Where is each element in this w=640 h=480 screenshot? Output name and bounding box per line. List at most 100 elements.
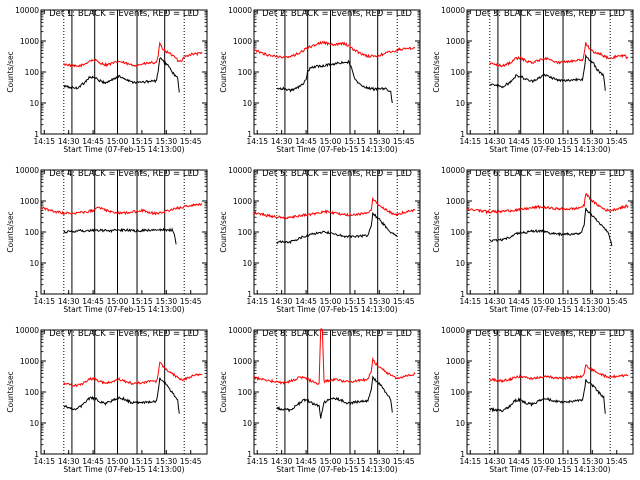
y-tick-label: 1 [247, 130, 252, 139]
plot-frame [466, 9, 634, 135]
panel-title: Det 7: BLACK = Events, RED = LLD [49, 329, 199, 339]
plot-frame [253, 9, 421, 135]
x-tick-label: 15:30 [156, 297, 178, 306]
events-series-line [63, 227, 177, 245]
x-tick-label: 15:30 [156, 457, 178, 466]
x-tick-label: 15:30 [369, 137, 391, 146]
y-tick-label: 10000 [15, 166, 39, 175]
x-tick-label: 15:00 [107, 137, 129, 146]
x-tick-label: 15:30 [369, 297, 391, 306]
x-tick-label: 15:00 [533, 297, 555, 306]
y-tick-label: 100 [25, 388, 40, 397]
events-series-line [276, 375, 393, 419]
y-tick-label: 1000 [20, 37, 39, 46]
y-tick-label: 10 [242, 99, 252, 108]
x-tick-label: 15:00 [533, 457, 555, 466]
x-tick-label: 14:45 [508, 297, 530, 306]
lld-series-line [489, 42, 629, 68]
x-tick-label: 14:15 [246, 457, 268, 466]
x-axis-label: Start Time (07-Feb-15 14:13:00) [276, 145, 397, 154]
detector-panel-2: 14:15 14:30 14:45 15:00 15:15 15:30 15:45 1 10 10… [219, 6, 421, 154]
y-tick-label: 100 [25, 68, 40, 77]
y-tick-label: 1000 [20, 197, 39, 206]
x-tick-label: 15:45 [606, 137, 628, 146]
y-tick-label: 10 [455, 419, 465, 428]
events-series-line [489, 207, 613, 247]
lld-series-line [40, 202, 203, 216]
x-tick-label: 15:30 [582, 297, 604, 306]
x-tick-label: 15:15 [131, 457, 153, 466]
x-axis-label: Start Time (07-Feb-15 14:13:00) [63, 145, 184, 154]
x-tick-label: 14:45 [82, 137, 104, 146]
y-tick-label: 1000 [20, 357, 39, 366]
events-series-line [276, 59, 393, 104]
y-tick-label: 10 [455, 259, 465, 268]
panel-title: Det 8: BLACK = Events, RED = LLD [262, 329, 412, 339]
x-tick-label: 14:30 [271, 457, 293, 466]
y-tick-label: 10 [242, 259, 252, 268]
x-tick-label: 15:15 [344, 137, 366, 146]
x-axis-label: Start Time (07-Feb-15 14:13:00) [489, 465, 610, 474]
events-series-line [489, 379, 606, 414]
x-tick-label: 14:30 [484, 297, 506, 306]
x-tick-label: 14:45 [295, 137, 317, 146]
x-tick-label: 15:30 [582, 457, 604, 466]
y-axis-label: Counts/sec [6, 371, 15, 412]
y-axis-label: Counts/sec [6, 211, 15, 252]
y-axis-label: Counts/sec [432, 371, 441, 412]
plot-frame [40, 9, 208, 135]
detector-panel-6: 14:15 14:30 14:45 15:00 15:15 15:30 15:45 1 10 10… [432, 166, 634, 314]
plot-frame [466, 329, 634, 455]
detector-panel-7: 14:15 14:30 14:45 15:00 15:15 15:30 15:45 1 10 10… [6, 326, 208, 474]
plot-frame [253, 329, 421, 455]
x-tick-label: 15:30 [369, 457, 391, 466]
x-tick-label: 15:45 [606, 297, 628, 306]
x-tick-label: 14:15 [33, 457, 55, 466]
lld-series-line [466, 192, 629, 215]
y-tick-label: 100 [451, 68, 466, 77]
y-axis-label: Counts/sec [219, 371, 228, 412]
x-tick-label: 15:45 [393, 297, 415, 306]
x-tick-label: 15:00 [533, 137, 555, 146]
y-tick-label: 1 [247, 290, 252, 299]
lld-series-line [489, 364, 629, 383]
x-tick-label: 15:00 [320, 457, 342, 466]
x-tick-label: 15:30 [156, 137, 178, 146]
x-tick-label: 14:30 [484, 457, 506, 466]
x-tick-label: 14:15 [33, 137, 55, 146]
y-tick-label: 10 [29, 99, 39, 108]
x-tick-label: 15:15 [557, 297, 579, 306]
x-tick-label: 14:30 [271, 137, 293, 146]
y-tick-label: 1000 [233, 37, 252, 46]
y-axis-label: Counts/sec [219, 211, 228, 252]
y-tick-label: 10000 [228, 326, 252, 335]
detector-panel-3: 14:15 14:30 14:45 15:00 15:15 15:30 15:45 1 10 10… [432, 6, 634, 154]
y-tick-label: 10000 [228, 6, 252, 15]
x-tick-label: 14:45 [295, 297, 317, 306]
y-tick-label: 1 [460, 450, 465, 459]
x-tick-label: 15:30 [582, 137, 604, 146]
x-tick-label: 14:15 [246, 297, 268, 306]
panel-title: Det 1: BLACK = Events, RED = LLD [49, 9, 199, 19]
y-tick-label: 1000 [446, 37, 465, 46]
x-tick-label: 14:15 [459, 297, 481, 306]
x-tick-label: 14:45 [508, 137, 530, 146]
x-tick-label: 15:45 [606, 457, 628, 466]
x-axis-label: Start Time (07-Feb-15 14:13:00) [276, 465, 397, 474]
x-axis-label: Start Time (07-Feb-15 14:13:00) [276, 305, 397, 314]
detector-panel-9: 14:15 14:30 14:45 15:00 15:15 15:30 15:45 1 10 10… [432, 326, 634, 474]
events-series-line [276, 211, 398, 245]
y-tick-label: 1 [34, 130, 39, 139]
lld-series-line [253, 328, 416, 385]
x-tick-label: 14:30 [484, 137, 506, 146]
x-tick-label: 14:30 [58, 457, 80, 466]
events-series-line [63, 377, 180, 414]
y-tick-label: 10000 [441, 166, 465, 175]
y-tick-label: 100 [238, 68, 253, 77]
panel-title: Det 5: BLACK = Events, RED = LLD [262, 169, 412, 179]
y-axis-label: Counts/sec [432, 211, 441, 252]
y-tick-label: 1 [34, 450, 39, 459]
x-tick-label: 14:15 [459, 137, 481, 146]
x-tick-label: 14:15 [33, 297, 55, 306]
x-tick-label: 15:00 [320, 137, 342, 146]
